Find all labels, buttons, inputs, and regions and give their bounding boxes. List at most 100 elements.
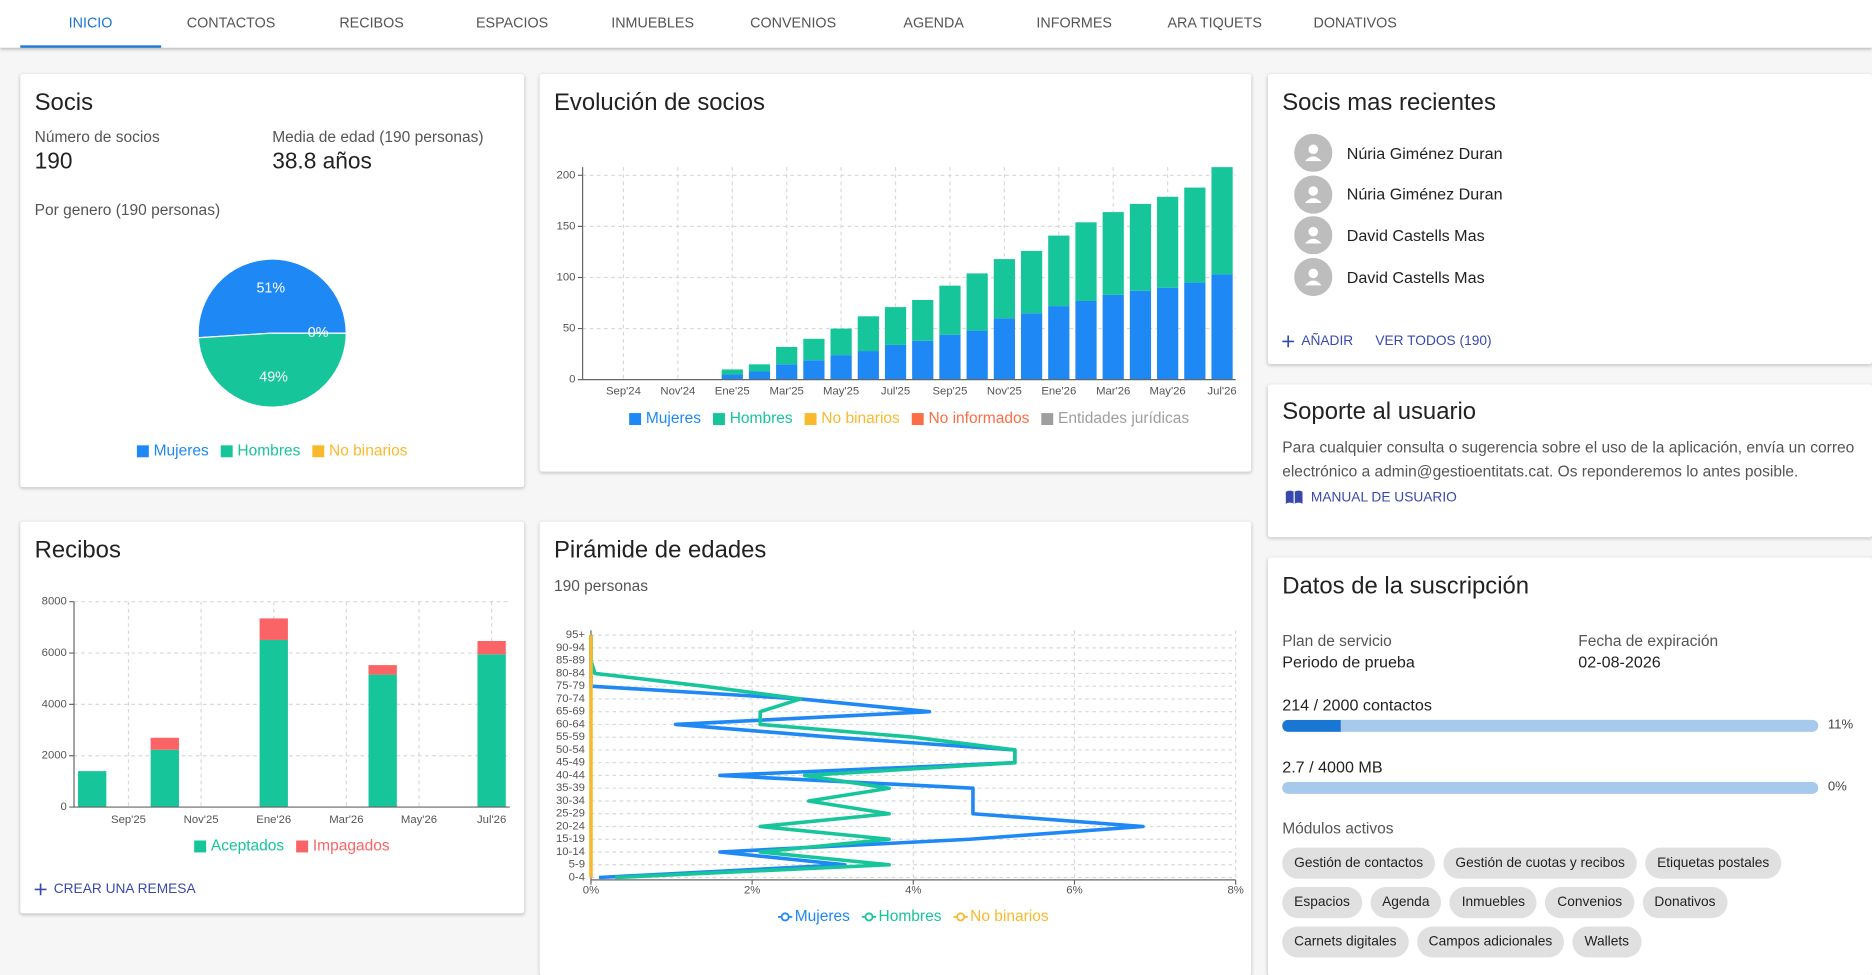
- bar-segment: [912, 340, 934, 380]
- recent-members-card: Socis mas recientes Núria Giménez Duran N…: [1267, 74, 1872, 365]
- series-line: [589, 635, 1017, 880]
- contacts-label: 214 / 2000 contactos: [1282, 696, 1432, 714]
- manual-link[interactable]: MANUAL DE USUARIO: [1285, 489, 1457, 505]
- y-tick-label: 0: [61, 801, 67, 813]
- y-tick-label: 15-19: [556, 833, 585, 845]
- legend-swatch: [804, 413, 817, 426]
- bar-segment: [912, 299, 934, 341]
- count-label: Número de socios: [34, 127, 160, 146]
- bar-segment: [776, 346, 798, 365]
- legend-swatch: [780, 912, 790, 922]
- bar-segment: [1211, 167, 1233, 275]
- member-row[interactable]: David Castells Mas: [1294, 216, 1485, 255]
- y-tick-label: 55-59: [556, 731, 585, 743]
- member-name: David Castells Mas: [1346, 268, 1485, 287]
- nav-tab[interactable]: ESPACIOS: [476, 14, 549, 32]
- age-label: Media de edad (190 personas): [272, 127, 484, 146]
- legend-swatch: [1041, 413, 1054, 426]
- avatar-body: [1304, 156, 1322, 162]
- legend-swatch: [136, 445, 149, 458]
- receipts-chart: 0 2000 4000 6000 8000 Sep'25 Nov'25 Ene'26 Mar'2…: [42, 596, 510, 855]
- storage-label: 2.7 / 4000 MB: [1282, 758, 1383, 777]
- y-tick-label: 2000: [42, 750, 67, 762]
- nav-tab[interactable]: INMUEBLES: [611, 14, 695, 32]
- y-tick-label: 45-49: [556, 757, 585, 769]
- module-chip: Carnets digitales: [1282, 926, 1409, 958]
- pie-label: 49%: [259, 369, 288, 385]
- y-tick-label: 5-9: [569, 859, 585, 871]
- nav-tab[interactable]: ARA TIQUETS: [1167, 14, 1262, 32]
- bar-segment: [1075, 222, 1097, 301]
- legend-label: Hombres: [730, 410, 793, 427]
- view-all-button[interactable]: VER TODOS (190): [1375, 334, 1491, 348]
- y-tick-label: 6000: [42, 647, 67, 659]
- legend-label: Mujeres: [795, 908, 850, 925]
- x-tick-label: Jul'26: [477, 814, 506, 826]
- nav-tab[interactable]: INFORMES: [1036, 14, 1112, 32]
- avatar-body: [1304, 197, 1322, 203]
- nav-tab[interactable]: DONATIVOS: [1313, 14, 1397, 32]
- legend-label: Aceptados: [211, 838, 285, 855]
- y-tick-label: 50: [563, 323, 576, 335]
- member-name: Núria Giménez Duran: [1346, 143, 1503, 162]
- bar-segment: [1048, 306, 1070, 380]
- y-tick-label: 80-84: [556, 667, 585, 679]
- bar-segment: [1184, 187, 1206, 283]
- x-tick-label: Sep'24: [606, 386, 641, 398]
- nav-tab[interactable]: RECIBOS: [339, 14, 404, 32]
- x-tick-label: Jul'26: [1207, 386, 1236, 398]
- button-label: AÑADIR: [1301, 334, 1354, 349]
- x-tick-label: Nov'24: [660, 386, 695, 398]
- create-remittance-button[interactable]: CREAR UNA REMESA: [34, 882, 196, 897]
- member-row[interactable]: David Castells Mas: [1294, 257, 1485, 297]
- module-chip: Gestión de cuotas y recibos: [1443, 847, 1637, 879]
- bar-segment: [803, 360, 825, 380]
- bar-segment: [368, 665, 397, 675]
- pyramid-chart: 0-45-910-1415-1920-2425-2930-3435-3940-4…: [556, 629, 1244, 925]
- y-tick-label: 85-89: [556, 655, 585, 667]
- plan-label: Plan de servicio: [1282, 631, 1392, 650]
- avatar: [1294, 133, 1333, 172]
- card-title: Datos de la suscripción: [1282, 573, 1530, 600]
- bar-segment: [1157, 287, 1179, 380]
- nav-tab[interactable]: CONTACTOS: [186, 14, 276, 32]
- gender-chart: 51% 49% 0% Mujeres Hombres No binarios: [136, 258, 408, 459]
- module-chip: Agenda: [1370, 887, 1442, 919]
- bar-segment: [1020, 313, 1043, 380]
- avatar-head: [1308, 185, 1319, 196]
- bar-segment: [1211, 274, 1233, 380]
- bar-segment: [368, 674, 397, 808]
- avatar: [1294, 175, 1333, 214]
- bar-segment: [939, 285, 961, 335]
- x-tick-label: Nov'25: [184, 814, 219, 826]
- module-chip: Campos adicionales: [1416, 926, 1565, 958]
- legend-swatch: [911, 413, 924, 426]
- member-row[interactable]: Núria Giménez Duran: [1294, 175, 1503, 214]
- evolution-card: 0 50 100 150 200 Sep'24 Nov'24 Ene'25 Mar'25 May'…: [539, 74, 1252, 472]
- nav-tab[interactable]: INICIO: [20, 0, 161, 48]
- bar-segment: [748, 371, 771, 380]
- legend-label: No informados: [928, 410, 1029, 427]
- nav-tab[interactable]: AGENDA: [903, 14, 964, 32]
- bar-segment: [477, 640, 506, 655]
- x-tick-label: Ene'25: [715, 386, 750, 398]
- bar-segment: [884, 344, 907, 380]
- storage-percent: 0%: [1827, 779, 1847, 794]
- bar-segment: [1157, 196, 1179, 288]
- add-button[interactable]: AÑADIR: [1282, 334, 1354, 349]
- bar-segment: [966, 273, 988, 331]
- x-tick-label: Nov'25: [987, 386, 1022, 398]
- legend-swatch: [194, 840, 207, 853]
- x-tick-label: Jul'25: [881, 386, 910, 398]
- x-tick-label: Sep'25: [111, 814, 146, 826]
- card-title: Soporte al usuario: [1282, 398, 1477, 426]
- x-tick-label: May'26: [1150, 386, 1186, 398]
- nav-tab[interactable]: CONVENIOS: [750, 14, 837, 32]
- receipts-card: 0 2000 4000 6000 8000 Sep'25 Nov'25 Ene'26 Mar'2…: [20, 521, 525, 914]
- legend-label: Mujeres: [646, 410, 701, 427]
- bar-segment: [78, 771, 107, 808]
- member-row[interactable]: Núria Giménez Duran: [1294, 133, 1503, 172]
- book-icon: [1285, 490, 1303, 504]
- expiry-label: Fecha de expiración: [1578, 631, 1719, 650]
